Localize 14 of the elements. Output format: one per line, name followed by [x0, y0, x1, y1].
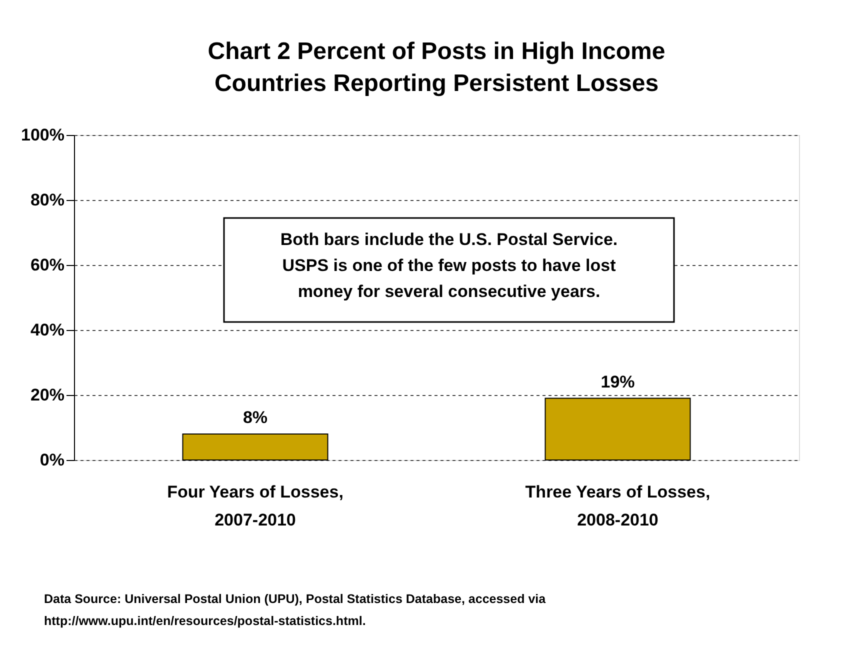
- y-tick-label: 80%: [30, 190, 64, 210]
- data-label: 19%: [600, 372, 635, 392]
- annotation: Both bars include the U.S. Postal Service. USPS is one of the few posts to have lost money for several consecutive years.: [280, 230, 618, 301]
- y-tick-label: 20%: [30, 386, 64, 404]
- x-tick-label: Four Years of Losses, 2007-2010: [167, 482, 344, 530]
- y-tick-label: 40%: [30, 320, 64, 340]
- source-note: Data Source: Universal Postal Union (UPU), Postal Statistics Database, accessed via http://www.upu.int/en/resources/postal-statistics.html.: [44, 592, 547, 628]
- data-label: 8%: [242, 408, 268, 427]
- x-tick-label: Three Years of Losses, 2008-2010: [525, 482, 710, 530]
- text: Chart 2 Percent of Posts in High Income: [208, 38, 666, 65]
- y-tick-label: 60%: [30, 256, 64, 274]
- y-tick-label: 0%: [40, 450, 64, 470]
- y-tick-label: 100%: [21, 126, 64, 144]
- text: Countries Reporting Persistent Losses: [214, 70, 659, 97]
